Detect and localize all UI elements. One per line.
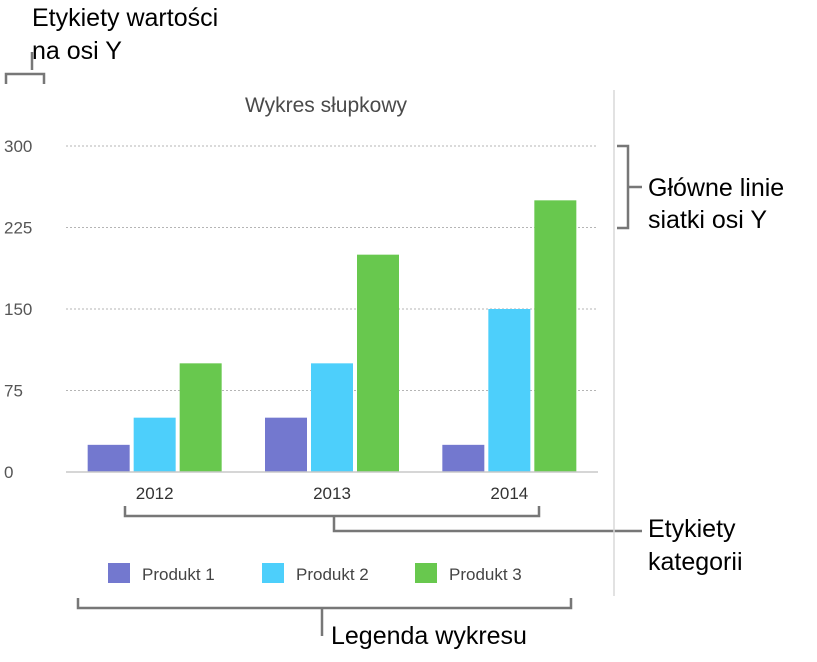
y-tick-label: 225 [4,219,32,238]
y-value-labels-bracket [4,72,46,84]
legend-swatch [108,563,130,583]
y-tick-label: 0 [4,463,13,482]
legend: Produkt 1 Produkt 2 Produkt 3 [108,563,522,584]
bar-2012-series-3 [179,363,222,472]
y-tick-label: 150 [4,300,32,319]
bar-2013-series-2 [311,363,353,472]
legend-bracket [76,598,573,610]
chart-title: Wykres słupkowy [245,94,408,117]
legend-swatch [262,563,284,583]
bars [87,200,577,473]
x-category-label: 2013 [313,484,351,503]
x-category-label: 2012 [136,484,174,503]
bar-2014-series-1 [442,444,485,472]
bar-2013-series-3 [357,254,399,472]
category-labels-connector [332,516,642,533]
legend-label: Produkt 1 [142,565,215,584]
bar-2012-series-1 [87,444,130,472]
x-axis-category-labels: 2012 2013 2014 [136,484,528,503]
bar-2014-series-2 [488,309,531,472]
gridlines-callout-line1: Główne linie [648,174,784,202]
bar-2012-series-2 [133,417,176,472]
y-axis-tick-labels: 0 75 150 225 300 [4,137,32,482]
legend-callout: Legenda wykresu [331,622,527,650]
bar-2014-series-3 [534,200,577,473]
x-category-label: 2014 [490,484,528,503]
legend-label: Produkt 2 [296,565,369,584]
bar-2013-series-1 [265,417,307,472]
y-value-labels-callout-line1: Etykiety wartości [32,4,218,32]
y-tick-label: 75 [4,382,23,401]
category-labels-callout-line1: Etykiety [648,515,736,543]
legend-swatch [415,563,437,583]
category-labels-bracket [123,506,541,518]
y-value-labels-callout-line2: na osi Y [32,37,122,65]
gridlines-bracket [617,144,630,230]
category-labels-callout-line2: kategorii [648,548,743,576]
legend-label: Produkt 3 [449,565,522,584]
gridlines-callout-line2: siatki osi Y [648,206,767,234]
y-tick-label: 300 [4,137,32,156]
